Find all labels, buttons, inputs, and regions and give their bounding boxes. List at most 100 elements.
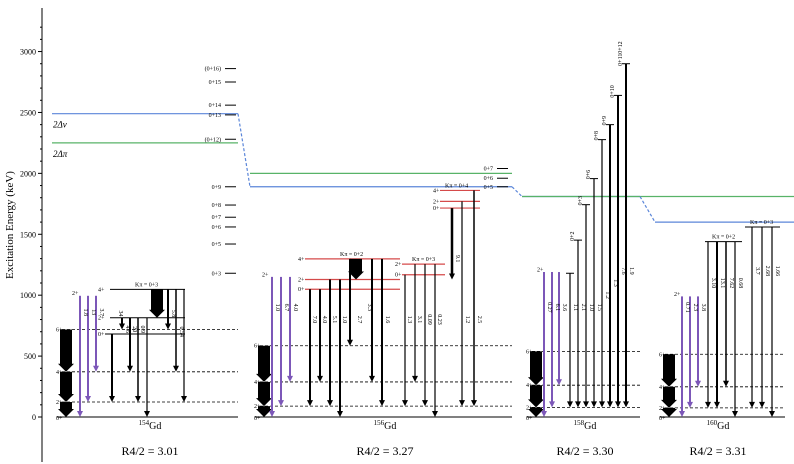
high-level-label: 0+9 <box>602 116 608 125</box>
level-spin-label: 2+ <box>254 404 261 410</box>
high-level-label: 0+9 <box>212 185 221 191</box>
nucleus-name: 156Gd <box>374 419 397 432</box>
band-k-label: Kπ = 0+2 <box>712 235 735 241</box>
high-level-label: 0+6 <box>586 170 592 179</box>
branching-ratio-label: 3.8 <box>700 304 706 312</box>
nucleus-name: 160Gd <box>707 419 730 432</box>
gsb-transition-arrow <box>58 371 74 403</box>
gsb-transition-arrow <box>256 406 272 417</box>
transition-arrow <box>714 241 720 408</box>
nucleus-name: 158Gd <box>574 419 597 432</box>
transition-arrow <box>402 274 408 407</box>
gamma-transition-arrow <box>679 296 685 417</box>
branching-ratio-label: 1.2 <box>604 291 610 299</box>
level-spin-label: 2+ <box>433 199 440 205</box>
r42-ratio: R4/2 = 3.30 <box>556 444 613 458</box>
gap-label-pi: 2Δπ <box>53 149 68 159</box>
branching-ratio-label: 4.6 <box>124 326 130 334</box>
level-spin-label: 0+ <box>298 287 305 293</box>
transition-arrow <box>327 279 333 407</box>
branching-ratio-label: 7.0 <box>311 316 317 324</box>
high-level-label: 0+2 <box>570 231 576 240</box>
branching-ratio-label: 1.66 <box>774 266 780 277</box>
high-level-label: 0+3 <box>578 196 584 205</box>
transition-arrow <box>749 226 755 408</box>
level-spin-label: 2+ <box>72 291 79 297</box>
gamma-transition-arrow <box>556 272 562 386</box>
level-spin-label: 2+ <box>674 292 681 298</box>
strong-transition-arrow <box>348 258 364 280</box>
high-level-label: 0+7 <box>484 166 493 172</box>
gsb-transition-arrow <box>528 385 544 408</box>
level-spin-label: 2+ <box>298 277 305 283</box>
gamma-transition-arrow <box>549 272 555 408</box>
branching-ratio-label: 5.8 <box>170 310 176 318</box>
gap-link <box>511 186 523 197</box>
branching-ratio-label: 1.0 <box>341 316 347 324</box>
high-level-label: 0+7 <box>212 215 221 221</box>
high-level-label: 0+13 <box>209 113 221 119</box>
r42-ratio: R4/2 = 3.01 <box>121 444 178 458</box>
y-tick-label: 0 <box>32 413 36 422</box>
branching-ratio-label: 2.3 <box>692 304 698 312</box>
transition-arrow <box>769 226 775 417</box>
transition-arrow <box>705 241 711 408</box>
branching-ratio-label: 0.54 <box>178 326 184 337</box>
transition-arrow <box>307 289 313 407</box>
level-spin-label: 0+ <box>56 416 63 422</box>
level-spin-label: 0+ <box>254 416 261 422</box>
high-level-label: 0+5 <box>212 242 221 248</box>
branching-ratio-label: 1.6 <box>384 316 390 324</box>
level-spin-label: 4+ <box>433 188 440 194</box>
branching-ratio-label: 3.7 <box>754 267 760 275</box>
branching-ratio-label: 0.9 <box>139 326 145 334</box>
gsb-transition-arrow <box>256 345 272 382</box>
branching-ratio-label: 3.3 <box>366 304 372 312</box>
branching-ratio-label: 3.1 <box>416 316 422 324</box>
high-level-label: (0+16) <box>205 66 221 73</box>
high-level-label: 0+8 <box>212 203 221 209</box>
transition-arrow <box>567 273 573 408</box>
gamma-transition-arrow <box>687 296 693 408</box>
branching-ratio-label: 13.1 <box>719 278 725 289</box>
branching-ratio-label: 0.68 <box>737 278 743 289</box>
level-spin-label: 4+ <box>526 383 533 389</box>
high-level-label: 0+6 <box>484 176 493 182</box>
level-spin-label: 2+ <box>395 262 402 268</box>
level-spin-label: 6+ <box>254 344 261 350</box>
branching-ratio-label: 1.3 <box>406 316 412 324</box>
transition-arrow <box>607 124 613 408</box>
transition-arrow <box>412 264 418 382</box>
y-tick-label: 1500 <box>20 230 36 239</box>
transition-arrow <box>173 289 179 372</box>
branching-ratio-label: 1.0 <box>588 304 594 312</box>
gsb-transition-arrow <box>528 407 544 417</box>
branching-ratio-label: 7.6 <box>620 267 626 275</box>
transition-arrow <box>723 241 729 387</box>
high-level-label: 0+6 <box>212 225 221 231</box>
high-level-label: 0+8 <box>594 131 600 140</box>
branching-ratio-label: 2.5 <box>476 316 482 324</box>
branching-ratio-label: 1.2 <box>464 316 470 324</box>
high-level-label: 0+3 <box>212 271 221 277</box>
gsb-transition-arrow <box>256 381 272 407</box>
transition-arrow <box>583 204 589 408</box>
high-level-label: 0+11 <box>618 54 624 66</box>
level-spin-label: 4+ <box>298 257 305 263</box>
branching-ratio-label: 9.1 <box>454 255 460 263</box>
transition-arrow <box>471 190 477 407</box>
branching-ratio-label: 1.1 <box>572 304 578 312</box>
y-tick-label: 500 <box>24 352 36 361</box>
transition-arrow <box>422 264 428 407</box>
transition-arrow <box>599 139 605 408</box>
band-k-label: Kπ = 0+3 <box>750 220 773 226</box>
transition-arrow <box>165 289 171 330</box>
level-spin-label: 4+ <box>56 370 63 376</box>
branching-ratio-label: 1.0 <box>274 304 280 312</box>
strong-transition-arrow <box>149 289 165 318</box>
branching-ratio-label: 1.9 <box>628 267 634 275</box>
branching-ratio-label: 1.8 <box>82 308 88 316</box>
branching-ratio-label: 1.5 <box>596 304 602 312</box>
